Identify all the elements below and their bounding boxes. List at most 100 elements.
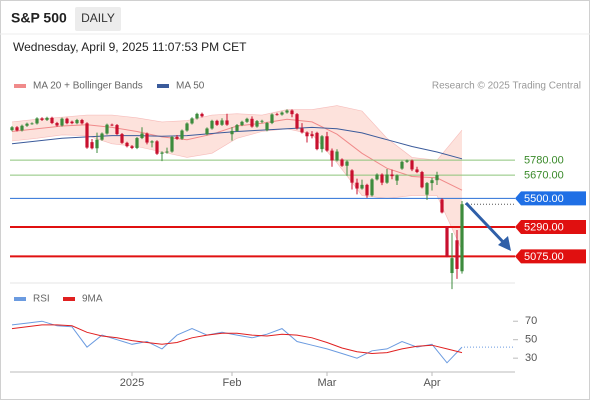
candle-body bbox=[380, 174, 384, 183]
candle-body bbox=[395, 175, 399, 181]
candle-body bbox=[90, 142, 94, 149]
candle-body bbox=[60, 118, 64, 126]
level-label: 5500.00 bbox=[524, 193, 564, 205]
candle-body bbox=[125, 142, 129, 147]
y-tick-label: 50 bbox=[525, 334, 537, 346]
candle-body bbox=[245, 118, 249, 122]
forecast-arrowhead bbox=[498, 236, 511, 251]
candle-body bbox=[45, 117, 49, 120]
candle-body bbox=[175, 136, 179, 139]
candle-body bbox=[225, 120, 229, 125]
bollinger-upper bbox=[11, 105, 463, 161]
candle-body bbox=[400, 161, 404, 169]
bollinger-band bbox=[12, 105, 462, 251]
candle-body bbox=[325, 136, 329, 151]
candle-body bbox=[410, 160, 414, 170]
x-tick-label: Feb bbox=[223, 377, 242, 389]
candle-body bbox=[425, 183, 429, 195]
candle-body bbox=[275, 114, 279, 116]
candle-body bbox=[335, 151, 339, 161]
candle-body bbox=[450, 258, 454, 274]
candle-body bbox=[285, 110, 289, 113]
y-tick-label: 70 bbox=[525, 315, 537, 327]
candle-body bbox=[55, 123, 59, 126]
level-label: 5670.00 bbox=[524, 170, 564, 182]
candle-body bbox=[200, 113, 204, 117]
candle-body bbox=[20, 125, 24, 131]
candle-body bbox=[110, 124, 114, 126]
level-label: 5780.00 bbox=[524, 155, 564, 167]
candle-body bbox=[385, 174, 389, 183]
legend-label: MA 50 bbox=[176, 81, 205, 92]
candle-body bbox=[185, 123, 189, 131]
candle-body bbox=[150, 141, 154, 143]
candle-body bbox=[330, 150, 334, 161]
candle-body bbox=[40, 118, 44, 120]
candle-body bbox=[295, 114, 299, 129]
candle-body bbox=[365, 184, 369, 196]
candle-body bbox=[85, 123, 89, 148]
candle-body bbox=[100, 133, 104, 140]
candle-body bbox=[260, 120, 264, 122]
legend-label: 9MA bbox=[82, 294, 103, 305]
candle-body bbox=[230, 130, 234, 135]
candle-body bbox=[205, 128, 209, 135]
legend-label: MA 20 + Bollinger Bands bbox=[33, 81, 143, 92]
candle-body bbox=[165, 151, 169, 153]
candle-body bbox=[170, 136, 174, 152]
candle-body bbox=[95, 139, 99, 149]
candle-body bbox=[415, 169, 419, 173]
candle-body bbox=[30, 123, 34, 125]
candle-body bbox=[405, 160, 409, 162]
legend-swatch bbox=[14, 84, 26, 88]
candle-body bbox=[370, 179, 374, 196]
candle-body bbox=[340, 159, 344, 166]
forecast-arrow bbox=[464, 201, 507, 246]
instrument-title: S&P 500 bbox=[11, 10, 67, 26]
indicator-line bbox=[11, 324, 463, 355]
candle-body bbox=[105, 124, 109, 134]
candle-body bbox=[155, 141, 159, 154]
candle-body bbox=[460, 204, 464, 272]
x-tick-label: Mar bbox=[318, 377, 337, 389]
candle-body bbox=[355, 182, 359, 189]
candle-body bbox=[35, 118, 39, 124]
timestamp: Wednesday, April 9, 2025 11:07:53 PM CET bbox=[13, 40, 247, 54]
level-label-bg bbox=[515, 249, 586, 264]
candle-body bbox=[375, 174, 379, 180]
candle-body bbox=[195, 113, 199, 119]
credit: Research © 2025 Trading Central bbox=[432, 81, 581, 92]
candle-body bbox=[310, 134, 314, 137]
interval-badge[interactable] bbox=[75, 7, 121, 31]
candle-body bbox=[345, 161, 349, 166]
candle-body bbox=[75, 120, 79, 124]
legend-swatch bbox=[157, 84, 169, 88]
candle-body bbox=[440, 199, 444, 213]
candle-body bbox=[65, 118, 69, 124]
candle-body bbox=[300, 128, 304, 133]
level-label-bg bbox=[515, 191, 586, 206]
legend-swatch bbox=[63, 297, 75, 301]
candle-body bbox=[160, 152, 164, 154]
candle-body bbox=[190, 118, 194, 124]
y-tick-label: 30 bbox=[525, 352, 537, 364]
legend-label: RSI bbox=[33, 294, 50, 305]
candle-body bbox=[250, 118, 254, 127]
candle-body bbox=[135, 138, 139, 149]
candle-body bbox=[255, 121, 259, 127]
candle-body bbox=[120, 134, 124, 143]
candle-body bbox=[215, 120, 219, 125]
candle-body bbox=[270, 114, 274, 124]
candle-body bbox=[290, 110, 294, 115]
candle-body bbox=[210, 120, 214, 129]
level-label: 5075.00 bbox=[524, 251, 564, 263]
candle-body bbox=[140, 133, 144, 139]
interval[interactable]: DAILY bbox=[81, 11, 115, 25]
candle-body bbox=[80, 120, 84, 124]
candle-body bbox=[455, 240, 459, 269]
candle-body bbox=[130, 146, 134, 149]
legend-swatch bbox=[14, 297, 26, 301]
x-tick-label: Apr bbox=[423, 377, 440, 389]
